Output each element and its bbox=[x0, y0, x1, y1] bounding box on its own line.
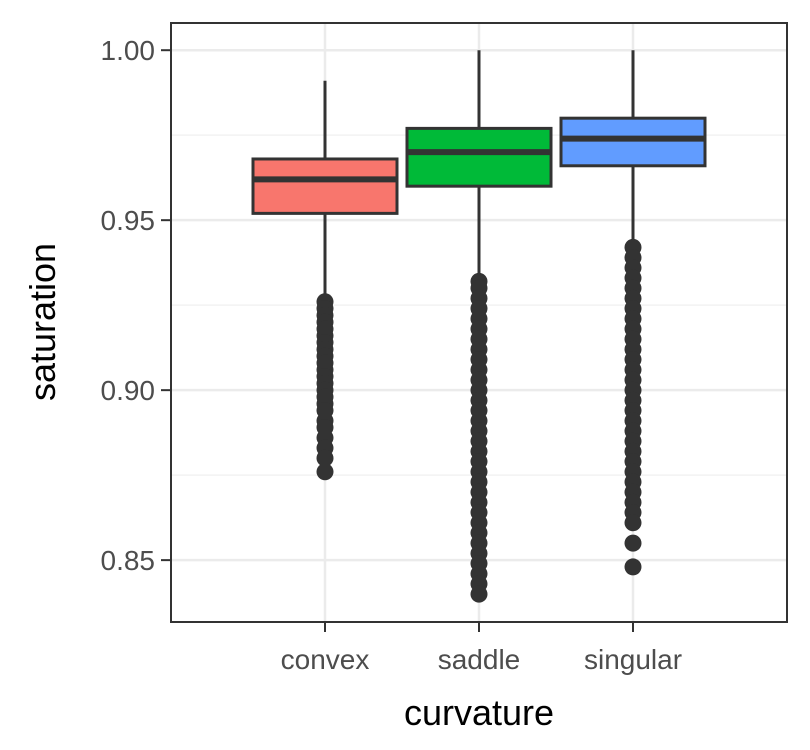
outlier-point bbox=[624, 514, 642, 532]
y-axis-title: saturation bbox=[22, 243, 63, 401]
outlier-point bbox=[316, 463, 334, 481]
outlier-point bbox=[470, 585, 488, 603]
box-singular bbox=[559, 50, 707, 576]
y-tick-label: 0.85 bbox=[101, 545, 156, 576]
x-axis-title: curvature bbox=[404, 692, 554, 733]
outlier-point bbox=[624, 558, 642, 576]
box-iqr bbox=[251, 157, 399, 215]
y-tick-label: 0.95 bbox=[101, 205, 156, 236]
box-convex bbox=[251, 80, 399, 481]
box-saddle bbox=[405, 50, 553, 603]
boxes bbox=[251, 50, 707, 603]
axes: 0.85 0.90 0.95 1.00 convex saddle singular bbox=[101, 35, 683, 675]
box-iqr bbox=[405, 126, 553, 188]
outlier-point bbox=[316, 449, 334, 467]
box-iqr bbox=[559, 116, 707, 168]
x-tick-label: convex bbox=[281, 644, 370, 675]
x-tick-label: singular bbox=[584, 644, 682, 675]
x-tick-label: saddle bbox=[438, 644, 521, 675]
y-tick-label: 0.90 bbox=[101, 375, 156, 406]
y-tick-label: 1.00 bbox=[101, 35, 156, 66]
outlier-point bbox=[624, 534, 642, 552]
